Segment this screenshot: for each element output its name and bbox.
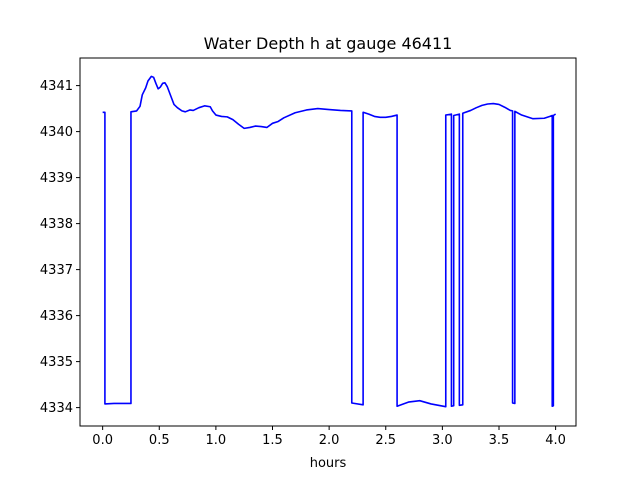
x-axis-label: hours [310, 456, 347, 471]
x-tick-label: 3.0 [432, 433, 453, 448]
series-line-0 [102, 75, 557, 408]
x-tick-label: 4.0 [545, 433, 566, 448]
series-layer [102, 75, 557, 408]
y-tick-label: 4335 [40, 355, 73, 370]
x-tick-label: 2.5 [375, 433, 396, 448]
x-tick-label: 0.5 [149, 433, 170, 448]
y-tick-label: 4334 [40, 401, 73, 416]
axes-layer: 0.0 0.5 1.0 1.5 2.0 2.5 3.0 3.5 4.0 4334 4335 4336 4… [40, 57, 577, 448]
y-tick-label: 4339 [40, 171, 73, 186]
chart-title: Water Depth h at gauge 46411 [204, 34, 453, 53]
x-tick-label: 1.0 [206, 433, 227, 448]
y-tick-label: 4341 [40, 79, 73, 94]
y-tick-label: 4338 [40, 217, 73, 232]
y-tick-label: 4340 [40, 125, 73, 140]
x-tick-label: 2.0 [319, 433, 340, 448]
x-tick-label: 3.5 [489, 433, 510, 448]
plot-background [80, 58, 576, 426]
plot-area [80, 58, 576, 426]
x-tick-label: 0.0 [92, 433, 113, 448]
y-tick-label: 4337 [40, 263, 73, 278]
y-tick-label: 4336 [40, 309, 73, 324]
x-tick-label: 1.5 [262, 433, 283, 448]
axes-frame [79, 57, 577, 427]
